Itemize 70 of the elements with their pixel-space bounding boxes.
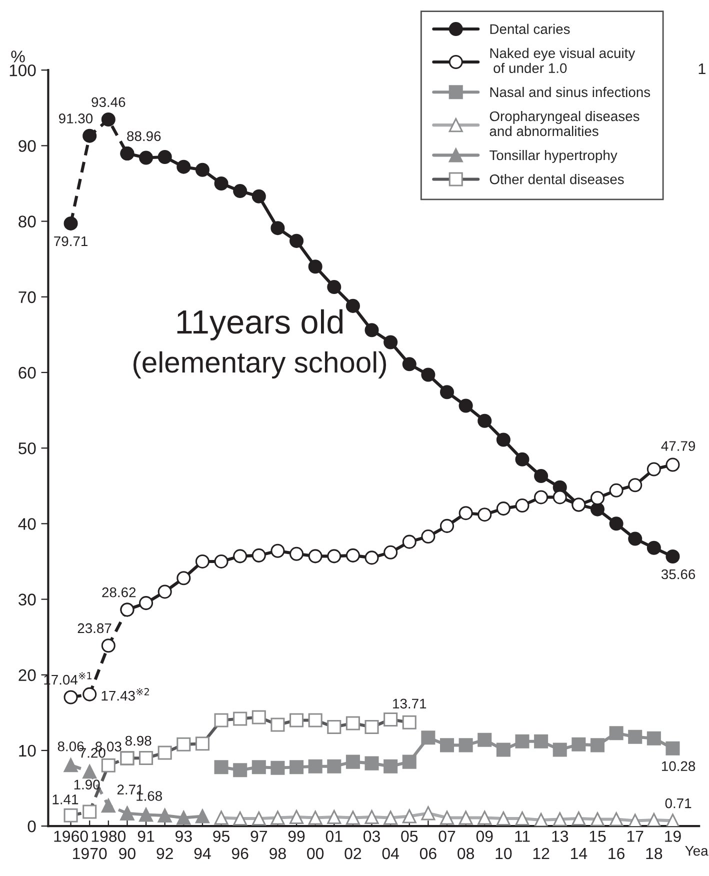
x-tick-label: 16 (608, 848, 624, 860)
x-tick-label: 95 (213, 830, 230, 842)
x-tick-label: 08 (458, 848, 474, 860)
legend-label: Other dental diseases (490, 174, 624, 184)
x-tick-label: 91 (138, 830, 154, 842)
data-label: 47.79 (661, 441, 696, 451)
legend-label: Nasal and sinus infections (490, 86, 650, 98)
legend-label: Tonsillar hypertrophy (490, 150, 618, 163)
x-tick-label: 14 (571, 848, 588, 860)
legend-label: Dental caries (490, 24, 570, 34)
data-label: 35.66 (661, 569, 696, 580)
data-label: 93.46 (92, 97, 126, 108)
y-tick-label: 50 (18, 442, 36, 454)
x-tick-label: 11 (515, 830, 530, 842)
x-tick-label: 06 (420, 848, 436, 860)
legend-label: Oropharyngeal diseases and abnormalities (490, 110, 640, 136)
x-tick-label: 05 (401, 830, 418, 842)
y-axis-title: % (11, 50, 25, 62)
data-label: 1.90 (74, 780, 100, 790)
y-tick-label: 80 (18, 216, 36, 228)
x-tick-label: 02 (344, 848, 362, 860)
data-label: 13.71 (393, 698, 426, 709)
data-label: 79.71 (54, 236, 88, 246)
y-tick-label: 10 (19, 744, 36, 757)
y-tick-label: 30 (18, 594, 36, 606)
data-label: 88.96 (127, 131, 161, 142)
y-tick-label: 70 (18, 291, 36, 304)
x-tick-label: 07 (438, 830, 456, 842)
x-tick-label: 93 (176, 830, 192, 842)
data-label: 10.28 (662, 761, 696, 772)
x-tick-label: 03 (364, 830, 380, 842)
x-tick-label: 18 (646, 848, 662, 860)
x-tick-label: 90 (119, 848, 136, 860)
x-tick-label: 00 (307, 848, 324, 860)
x-tick-label: 15 (590, 830, 606, 842)
x-tick-label: 04 (382, 848, 399, 860)
y-tick-label: 100 (10, 64, 36, 76)
y-tick-label: 60 (18, 366, 36, 379)
x-axis-title: Yea (685, 846, 708, 856)
data-label: 23.87 (78, 623, 112, 634)
x-tick-label: 1970 (73, 848, 107, 860)
data-label: 28.62 (102, 587, 136, 598)
x-tick-label: 98 (270, 848, 286, 860)
x-tick-label: 17 (627, 830, 644, 842)
data-label: 17.43$^{※2}$ (102, 688, 149, 701)
y-tick-label: 90 (18, 140, 36, 152)
x-tick-label: 99 (288, 830, 305, 842)
annotation: 1 (698, 64, 706, 74)
x-tick-label: 97 (250, 830, 267, 842)
x-tick-label: 92 (156, 848, 173, 860)
y-tick-label: 40 (18, 518, 36, 530)
x-tick-label: 96 (232, 848, 248, 860)
x-tick-label: 12 (533, 848, 550, 860)
x-tick-label: 09 (476, 830, 493, 842)
x-tick-label: 94 (194, 848, 211, 860)
data-label: 1.41 (52, 794, 78, 804)
y-tick-label: 20 (18, 669, 36, 682)
data-label: 8.98 (125, 736, 152, 746)
x-tick-label: 01 (326, 830, 342, 842)
x-tick-label: 1980 (92, 830, 126, 842)
x-tick-label: 19 (665, 830, 681, 842)
annotation: (elementary school) (134, 351, 386, 379)
data-label: 91.30 (58, 114, 93, 124)
x-tick-label: 1960 (54, 830, 88, 842)
data-label: 0.71 (665, 798, 692, 808)
y-tick-label: 0 (28, 820, 36, 832)
legend-label: Naked eye visual acuity of under 1.0 (490, 48, 636, 74)
x-tick-label: 10 (496, 848, 512, 860)
annotation: 11years old (177, 309, 343, 340)
x-tick-label: 13 (552, 830, 568, 842)
